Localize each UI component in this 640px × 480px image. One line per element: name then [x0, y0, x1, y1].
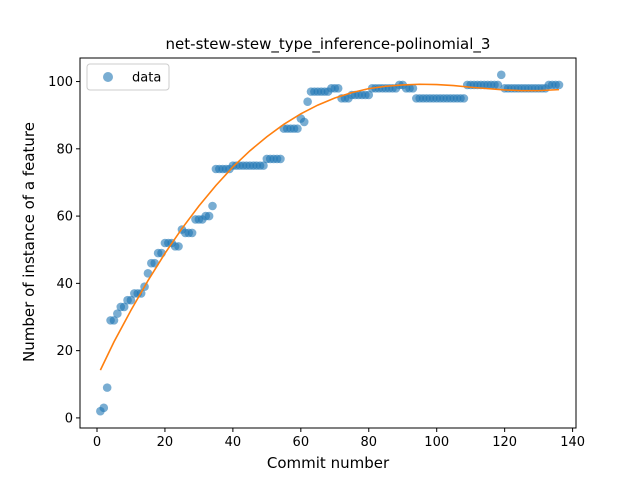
legend: data: [86, 63, 170, 91]
y-axis-label: Number of instance of a feature: [20, 122, 38, 362]
legend-marker: [103, 72, 113, 82]
data-point: [208, 201, 217, 211]
data-point: [496, 70, 506, 80]
data-point: [459, 94, 469, 103]
data-point: [99, 403, 109, 413]
x-tick-label: 120: [492, 435, 517, 450]
y-tick-label: 40: [56, 277, 73, 292]
fit-line: [99, 83, 560, 371]
data-point: [143, 268, 153, 278]
x-tick-label: 140: [560, 435, 585, 450]
y-tick-label: 100: [48, 75, 73, 90]
data-point: [333, 83, 343, 93]
data-point: [102, 383, 112, 392]
y-tick-label: 60: [56, 210, 73, 225]
x-tick-label: 40: [225, 435, 242, 450]
data-point: [493, 80, 503, 90]
y-tick-label: 0: [65, 411, 73, 426]
legend-box: [86, 63, 170, 91]
data-point: [187, 228, 197, 238]
y-tick-label: 20: [56, 344, 73, 359]
x-axis-label: Commit number: [267, 454, 390, 472]
data-point: [554, 80, 564, 90]
legend-label-data: data: [132, 71, 161, 86]
data-point: [364, 90, 374, 100]
plot-area: 0 20 40 60 80 100 120 140 0 20 40 60 80 100: [48, 57, 585, 450]
data-point: [109, 316, 119, 325]
data-point: [259, 161, 268, 170]
data-point: [293, 124, 302, 133]
chart-title: net-stew-stew_type_inference-polinomial_…: [166, 35, 491, 54]
data-point: [299, 117, 309, 127]
data-point: [126, 295, 136, 305]
data-point: [113, 309, 122, 318]
x-tick-label: 80: [360, 435, 377, 450]
x-tick-label: 0: [93, 435, 101, 450]
x-tick-label: 100: [424, 435, 449, 450]
y-tick-label: 80: [56, 142, 73, 157]
x-tick-label: 20: [157, 435, 174, 450]
x-tick-label: 60: [293, 435, 310, 450]
data-point: [174, 242, 183, 251]
data-point: [303, 97, 312, 107]
data-point: [204, 211, 214, 221]
data-point: [276, 154, 285, 164]
axes-frame: [79, 57, 577, 429]
data-point: [408, 83, 418, 93]
data-point: [119, 302, 129, 312]
